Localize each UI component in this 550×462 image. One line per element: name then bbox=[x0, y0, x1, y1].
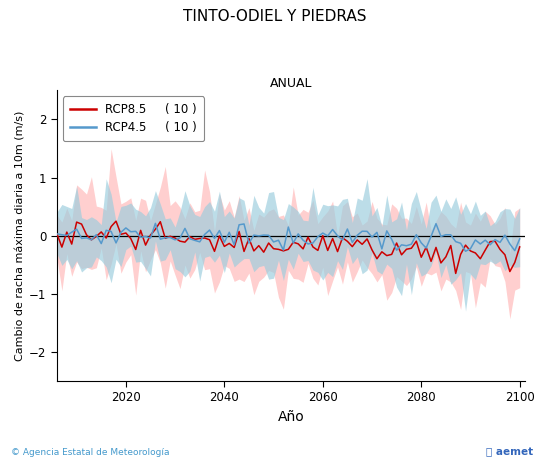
Text: Ⓜ aemet: Ⓜ aemet bbox=[486, 447, 534, 457]
Y-axis label: Cambio de racha máxima diaria a 10m (m/s): Cambio de racha máxima diaria a 10m (m/s… bbox=[15, 110, 25, 361]
Title: ANUAL: ANUAL bbox=[270, 77, 312, 91]
Text: © Agencia Estatal de Meteorología: © Agencia Estatal de Meteorología bbox=[11, 449, 169, 457]
Legend: RCP8.5     ( 10 ), RCP4.5     ( 10 ): RCP8.5 ( 10 ), RCP4.5 ( 10 ) bbox=[63, 96, 204, 141]
Text: TINTO-ODIEL Y PIEDRAS: TINTO-ODIEL Y PIEDRAS bbox=[183, 9, 367, 24]
X-axis label: Año: Año bbox=[277, 410, 304, 424]
